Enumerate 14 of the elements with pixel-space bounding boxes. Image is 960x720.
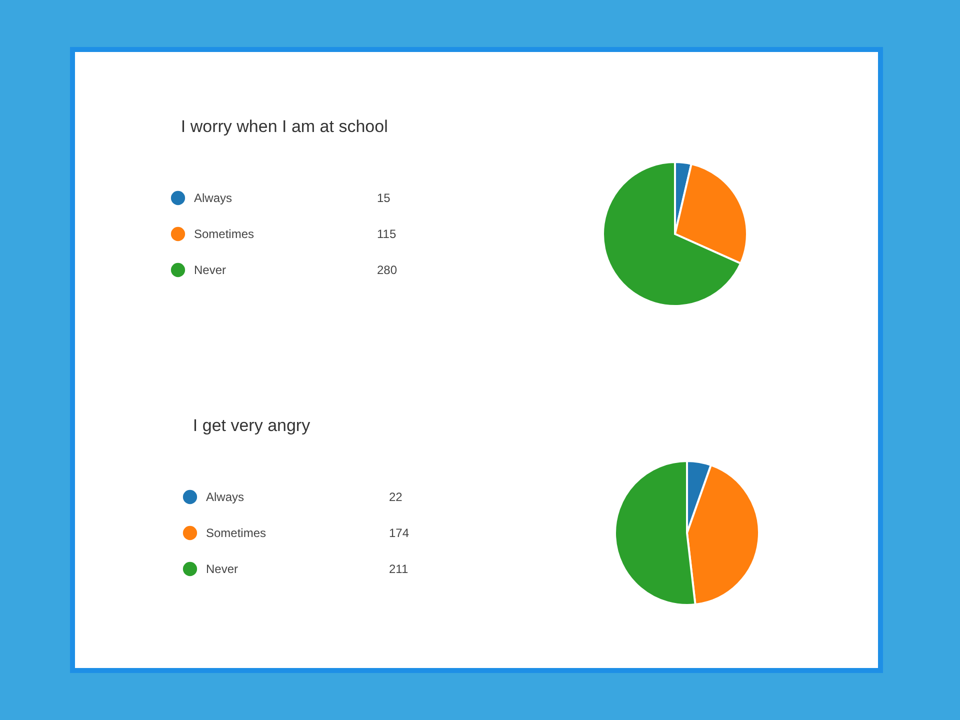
data-label: 22 <box>389 490 403 504</box>
data-label: 115 <box>377 227 396 241</box>
legend-label: Never <box>206 562 238 576</box>
legend-label: Always <box>194 191 232 205</box>
chart-title: I get very angry <box>192 416 311 435</box>
chart-title: I worry when I am at school <box>180 117 388 136</box>
legend-label: Never <box>194 263 226 277</box>
data-label: 174 <box>389 526 410 540</box>
data-label: 280 <box>377 263 398 277</box>
legend-label: Sometimes <box>206 526 266 540</box>
legend-label: Sometimes <box>194 227 254 241</box>
data-label: 15 <box>377 191 391 205</box>
legend-label: Always <box>206 490 244 504</box>
data-label: 211 <box>389 562 408 576</box>
